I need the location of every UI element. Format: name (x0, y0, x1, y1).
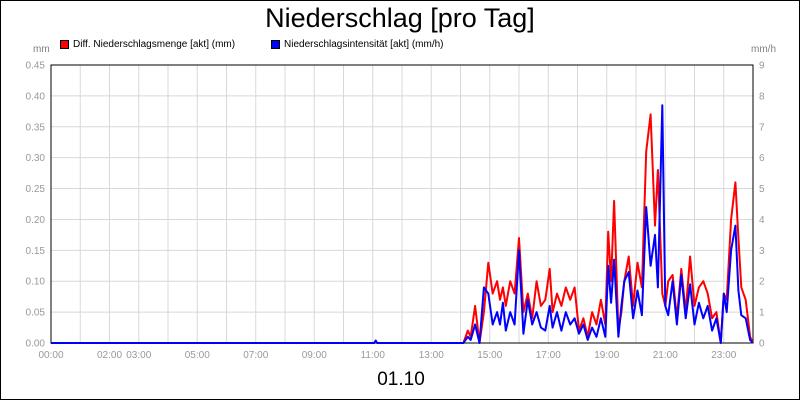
y-tick-label-left: 0.25 (26, 184, 46, 195)
x-tick-label: 23:00 (711, 350, 736, 361)
y-tick-label-left: 0.20 (26, 215, 46, 226)
y-tick-label-left: 0.10 (26, 277, 46, 288)
x-tick-label: 17:00 (536, 350, 561, 361)
y-tick-label-left: 0.45 (26, 61, 46, 72)
series-line-niederschlagsintensitaet (51, 104, 754, 344)
x-tick-label: 05:00 (185, 350, 210, 361)
x-tick-label: 19:00 (594, 350, 619, 361)
x-tick-label: 07:00 (243, 350, 268, 361)
legend-swatch-blue (271, 40, 280, 49)
x-tick-label: 15:00 (477, 350, 502, 361)
y-tick-label-right: 3 (759, 246, 765, 257)
y-tick-label-left: 0.00 (26, 339, 46, 350)
y-tick-label-right: 7 (759, 122, 765, 133)
y-tick-label-right: 6 (759, 153, 765, 164)
legend-item-niederschlagsintensitaet: Niederschlagsintensität [akt] (mm/h) (271, 39, 444, 50)
y-tick-label-right: 9 (759, 61, 765, 72)
legend-label-niederschlagsintensitaet: Niederschlagsintensität [akt] (mm/h) (284, 39, 444, 50)
y-tick-label-right: 5 (759, 184, 765, 195)
y-tick-label-right: 1 (759, 308, 765, 319)
date-label: 01.10 (377, 369, 425, 390)
y-tick-label-left: 0.35 (26, 122, 46, 133)
legend-item-niederschlagsmenge: Diff. Niederschlagsmenge [akt] (mm) (60, 39, 235, 50)
x-tick-label: 13:00 (419, 350, 444, 361)
chart-title: Niederschlag [pro Tag] (265, 3, 535, 33)
y-tick-label-right: 4 (759, 215, 765, 226)
legend-label-niederschlagsmenge: Diff. Niederschlagsmenge [akt] (mm) (73, 39, 236, 50)
x-tick-label: 02:00 (97, 350, 122, 361)
right-axis-unit: mm/h (751, 44, 776, 55)
y-tick-label-left: 0.15 (26, 246, 46, 257)
y-tick-label-right: 0 (759, 339, 765, 350)
y-tick-label-left: 0.40 (26, 91, 46, 102)
y-tick-label-left: 0.05 (26, 308, 46, 319)
y-tick-label-left: 0.30 (26, 153, 46, 164)
y-tick-label-right: 2 (759, 277, 765, 288)
x-tick-label: 03:00 (126, 350, 151, 361)
x-tick-label: 09:00 (302, 350, 327, 361)
left-axis-unit: mm (33, 44, 50, 55)
x-tick-label: 11:00 (361, 350, 386, 361)
legend-swatch-red (60, 40, 69, 49)
y-tick-label-right: 8 (759, 91, 765, 102)
x-tick-label: 21:00 (653, 350, 678, 361)
x-tick-label: 00:00 (38, 350, 63, 361)
